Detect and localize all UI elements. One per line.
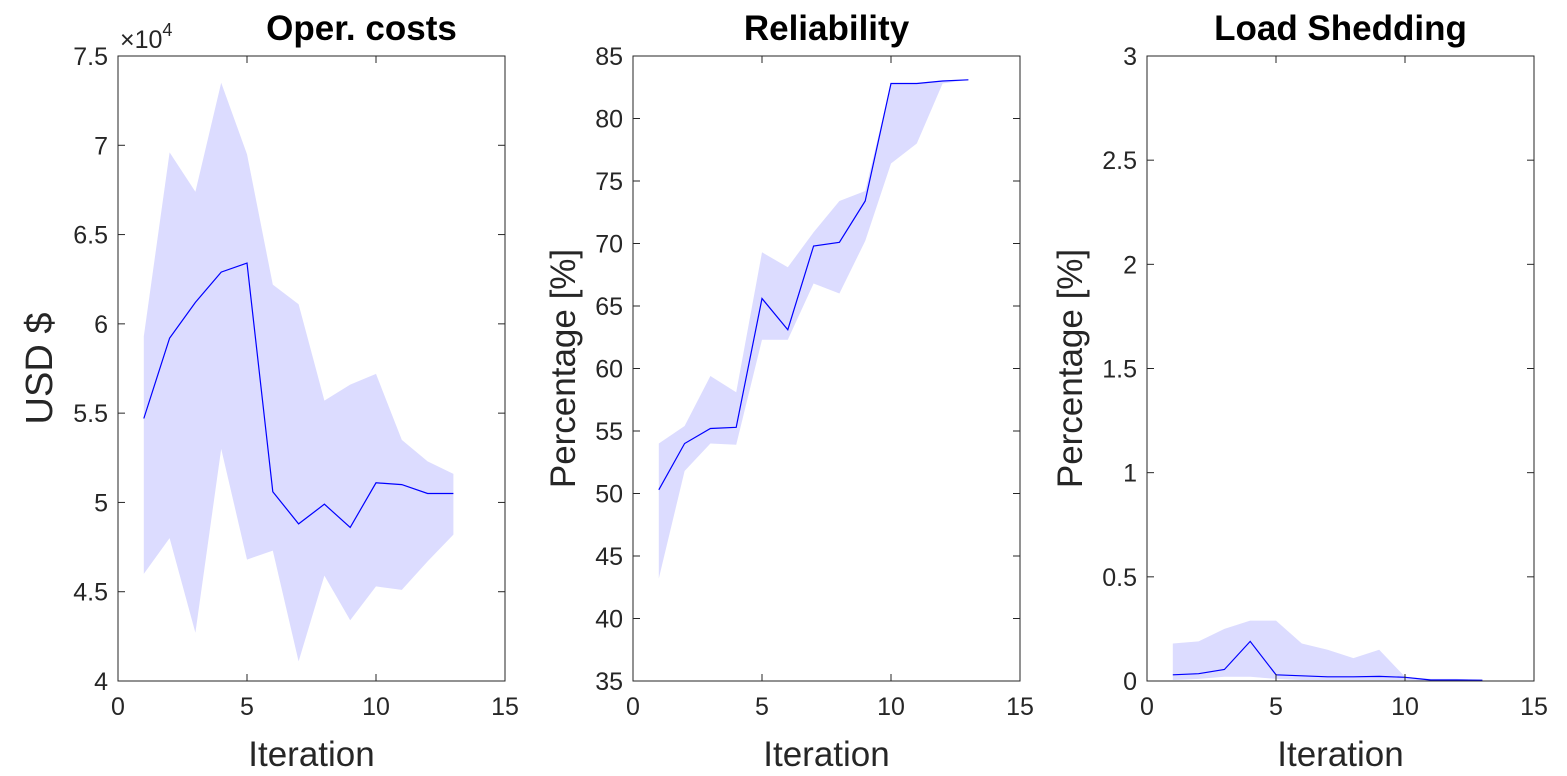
chart-title: Load Shedding xyxy=(1214,9,1467,48)
y-tick-label: 5.5 xyxy=(73,400,108,428)
y-tick-label: 0 xyxy=(1123,668,1137,696)
y-tick-label: 75 xyxy=(595,168,623,196)
axes-box xyxy=(117,55,506,682)
y-tick-label: 0.5 xyxy=(1102,564,1137,592)
y-tick-label: 4.5 xyxy=(73,579,108,607)
y-tick-label: 7 xyxy=(94,132,108,160)
y-tick-label: 7.5 xyxy=(73,43,108,71)
y-tick-label: 60 xyxy=(595,356,623,384)
y-axis-multiplier-exponent: 4 xyxy=(162,20,172,40)
y-tick-label: 40 xyxy=(595,606,623,634)
x-tick-label: 5 xyxy=(1269,693,1283,721)
y-axis-label: Percentage [%] xyxy=(1051,249,1090,488)
y-axis-multiplier-base: ×10 xyxy=(120,26,162,54)
x-tick-label: 0 xyxy=(626,693,640,721)
confidence-band xyxy=(658,79,969,579)
y-tick-label: 1 xyxy=(1123,460,1137,488)
y-tick-label: 65 xyxy=(595,293,623,321)
y-tick-label: 6.5 xyxy=(73,222,108,250)
y-tick-label: 4 xyxy=(94,668,108,696)
x-axis-label: Iteration xyxy=(248,735,374,774)
x-tick-label: 10 xyxy=(1391,693,1419,721)
y-axis-label: Percentage [%] xyxy=(544,249,583,488)
y-tick-label: 6 xyxy=(94,311,108,339)
y-tick-label: 35 xyxy=(595,668,623,696)
x-axis-label: Iteration xyxy=(1277,735,1403,774)
y-tick-label: 85 xyxy=(595,43,623,71)
y-tick-label: 1.5 xyxy=(1102,356,1137,384)
x-tick-label: 0 xyxy=(1140,693,1154,721)
y-tick-label: 50 xyxy=(595,481,623,509)
confidence-band xyxy=(143,82,454,662)
confidence-band xyxy=(1172,620,1483,681)
chart-title: Reliability xyxy=(744,9,910,48)
panel-operating-costs: 0 5 10 15 4 4.5 5 5.5 6 6.5 7 7.5 Oper. costs Iterati… xyxy=(19,9,519,774)
y-tick-label: 2.5 xyxy=(1102,147,1137,175)
x-tick-label: 15 xyxy=(1520,693,1548,721)
x-tick-label: 0 xyxy=(111,693,125,721)
axes-box xyxy=(632,55,1021,682)
x-tick-label: 15 xyxy=(491,693,519,721)
y-axis-multiplier: ×104 xyxy=(120,20,172,54)
y-tick-label: 55 xyxy=(595,418,623,446)
x-tick-label: 5 xyxy=(755,693,769,721)
axes-box xyxy=(1146,55,1535,682)
x-axis-label: Iteration xyxy=(763,735,889,774)
y-tick-label: 2 xyxy=(1123,251,1137,279)
y-tick-label: 3 xyxy=(1123,43,1137,71)
chart-title: Oper. costs xyxy=(266,9,457,48)
x-tick-label: 10 xyxy=(362,693,390,721)
x-tick-label: 5 xyxy=(240,693,254,721)
y-tick-label: 5 xyxy=(94,489,108,517)
y-tick-label: 70 xyxy=(595,231,623,259)
x-tick-label: 10 xyxy=(877,693,905,721)
y-tick-label: 45 xyxy=(595,543,623,571)
panel-load-shedding: 0 5 10 15 0 0.5 1 1.5 2 2.5 3 Load Shedding Iteratio… xyxy=(1051,9,1548,774)
y-tick-label: 80 xyxy=(595,106,623,134)
y-axis-label: USD $ xyxy=(19,313,61,425)
panel-reliability: 0 5 10 15 35 40 45 50 55 60 65 70 75 80 85 Reliability I… xyxy=(544,9,1034,774)
x-tick-label: 15 xyxy=(1006,693,1034,721)
